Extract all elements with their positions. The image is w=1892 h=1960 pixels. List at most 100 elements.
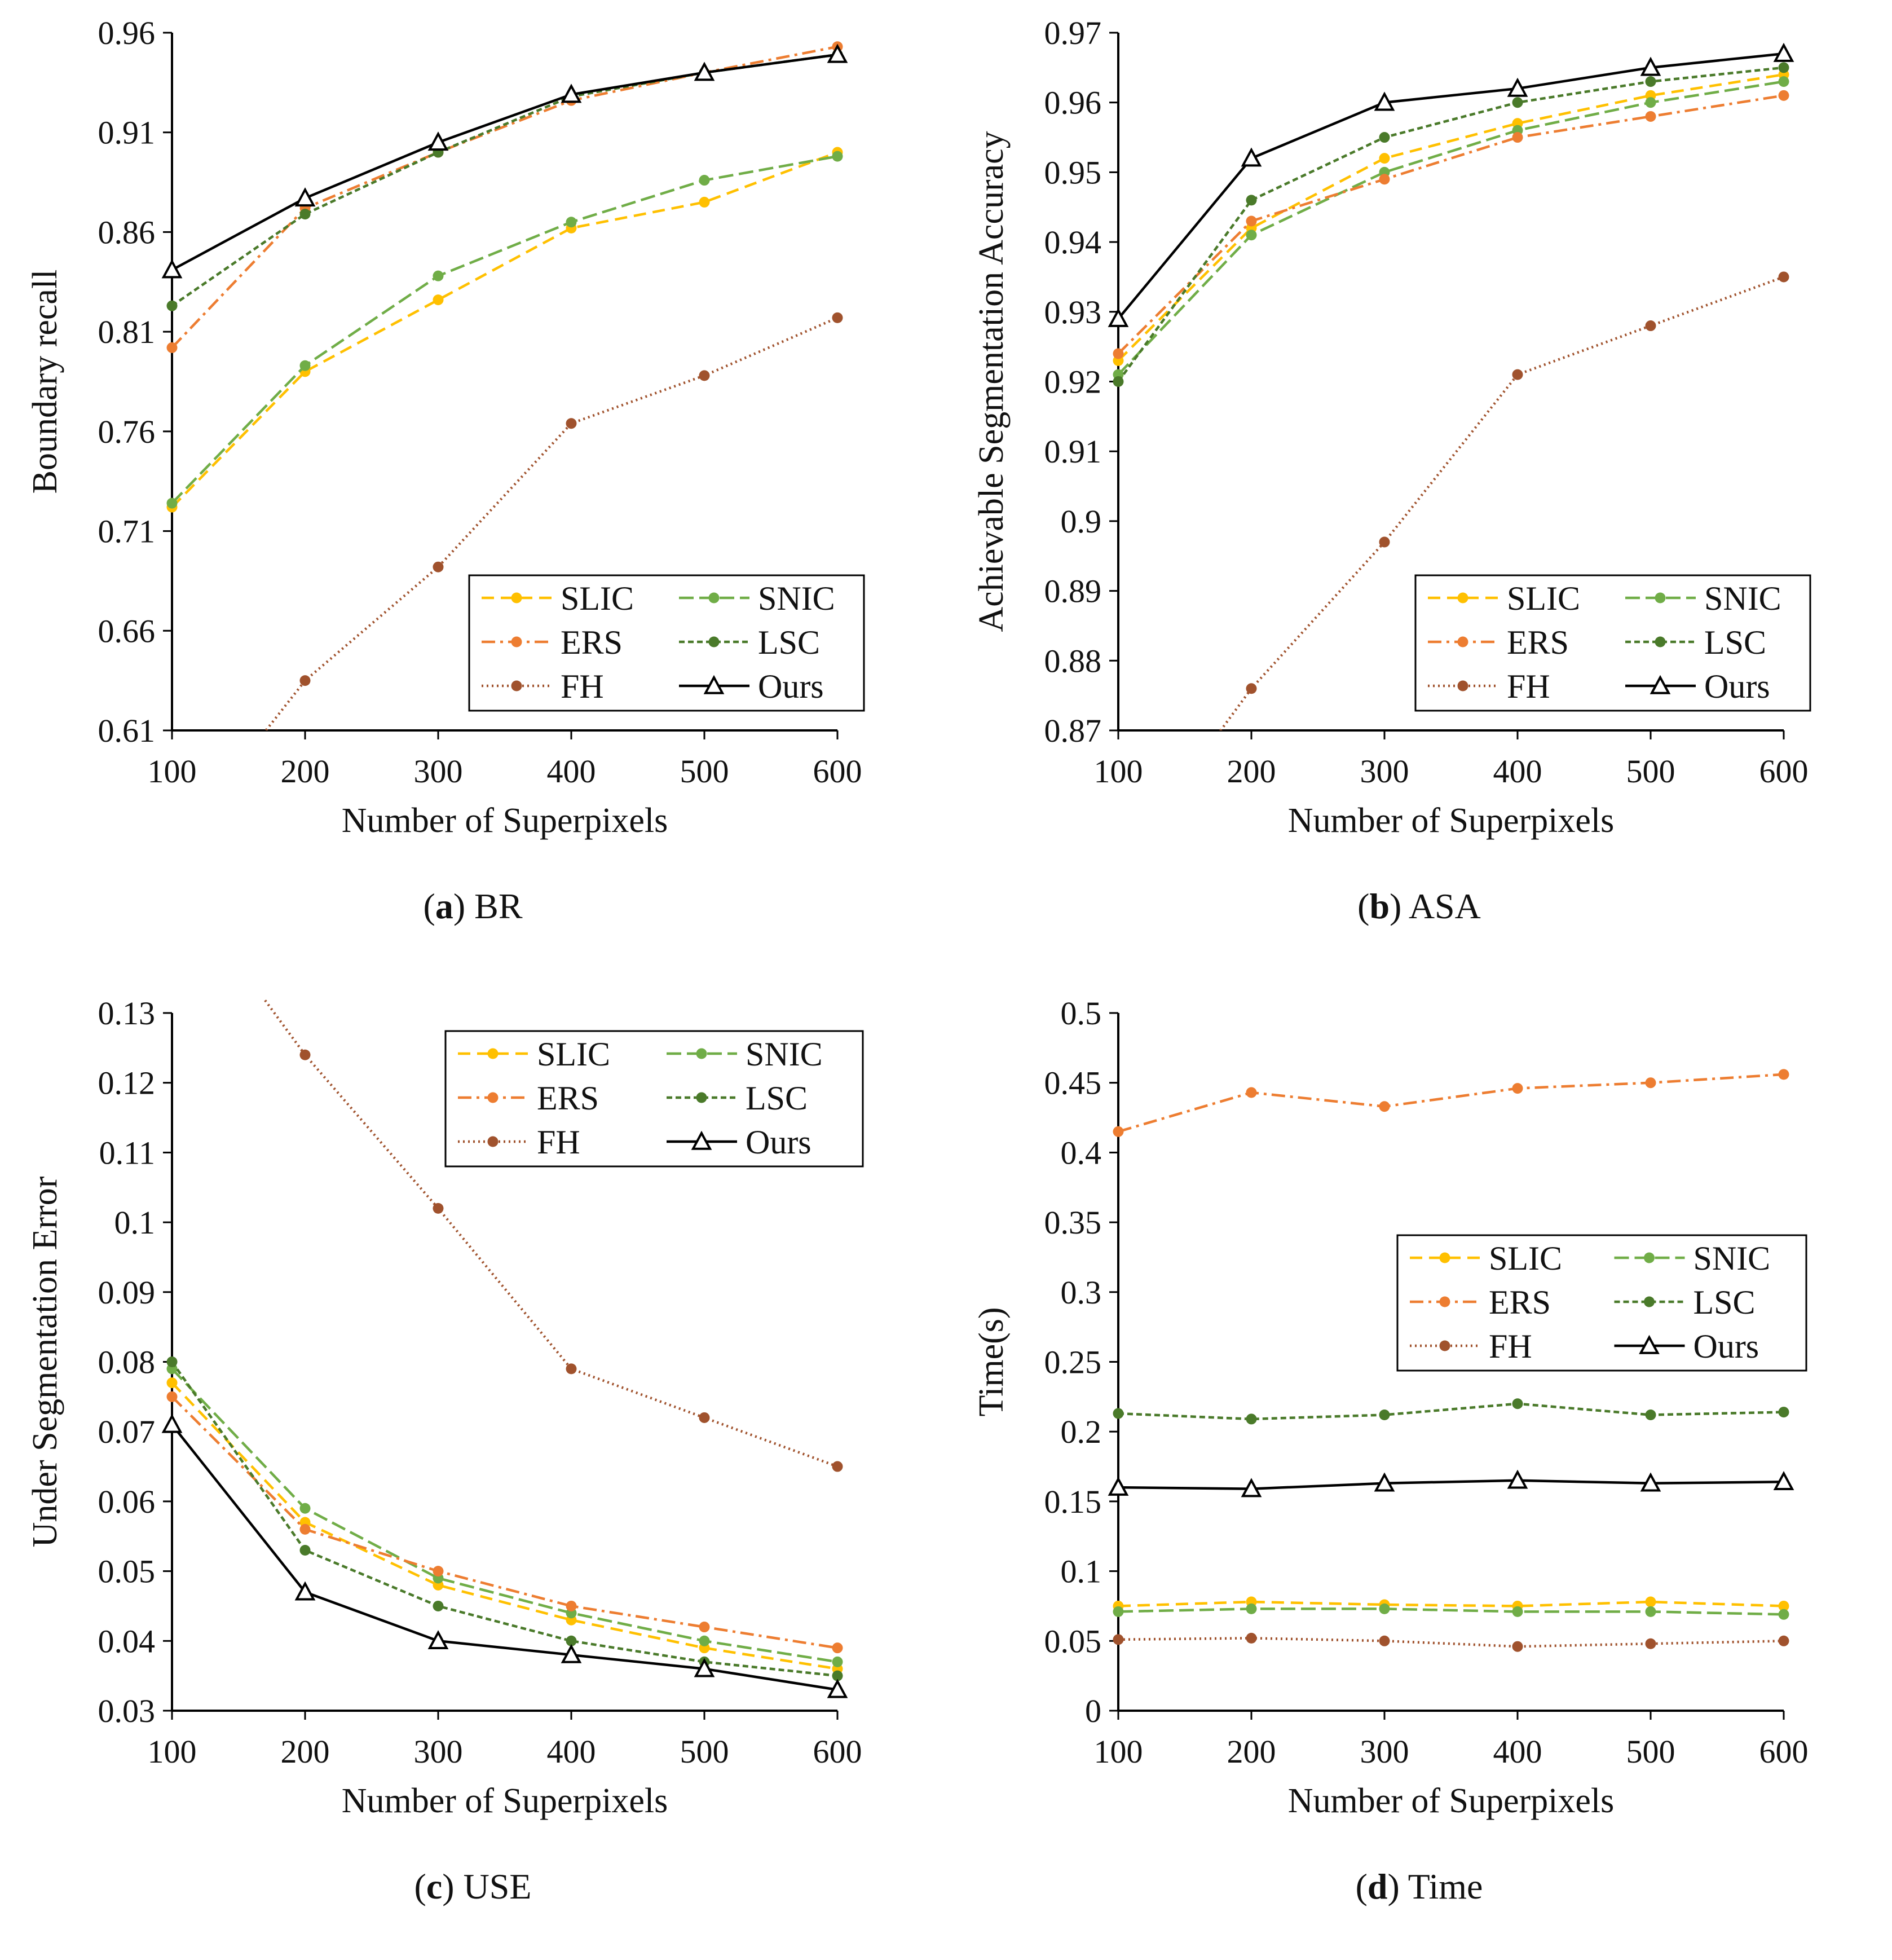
data-point-ers bbox=[1645, 111, 1656, 122]
legend-marker-ers bbox=[487, 1092, 499, 1103]
data-point-ours bbox=[294, 1581, 316, 1601]
data-point-ours bbox=[161, 1413, 183, 1433]
legend-label-ours: Ours bbox=[758, 668, 824, 705]
legend-label-lsc: LSC bbox=[1693, 1284, 1756, 1321]
data-point-ers bbox=[1246, 1087, 1257, 1098]
data-point-slic bbox=[699, 196, 710, 208]
legend-label-ers: ERS bbox=[537, 1080, 599, 1117]
data-point-ers bbox=[1512, 1083, 1523, 1094]
series-line-ours bbox=[1117, 52, 1784, 320]
legend-marker-ers bbox=[511, 636, 522, 648]
y-tick-label: 0.89 bbox=[1044, 573, 1102, 610]
data-point-fh bbox=[1113, 1634, 1124, 1645]
legend-marker-slic bbox=[1439, 1252, 1450, 1263]
data-point-snic bbox=[1645, 1606, 1656, 1617]
legend-marker-slic bbox=[511, 592, 522, 604]
data-point-ers bbox=[1645, 1077, 1656, 1089]
y-axis-label: Achievable Segmentation Accuracy bbox=[972, 131, 1011, 632]
series-line-lsc bbox=[171, 1361, 838, 1677]
legend-label-slic: SLIC bbox=[1489, 1240, 1562, 1277]
data-point-snic bbox=[1778, 1609, 1789, 1620]
data-point-slic bbox=[1645, 1596, 1656, 1607]
data-point-snic bbox=[1246, 1603, 1257, 1614]
x-tick-label: 100 bbox=[148, 1733, 197, 1770]
y-tick-label: 0 bbox=[1085, 1693, 1101, 1729]
data-point-ours bbox=[561, 1644, 582, 1663]
data-point-snic bbox=[566, 217, 577, 228]
caption-text: ASA bbox=[1401, 886, 1481, 926]
data-point-fh bbox=[699, 1412, 710, 1423]
data-point-fh bbox=[1246, 1632, 1257, 1644]
y-tick-label: 0.96 bbox=[1044, 85, 1102, 121]
data-point-lsc bbox=[1778, 62, 1789, 73]
legend-label-ours: Ours bbox=[746, 1124, 812, 1161]
data-point-lsc bbox=[1778, 1407, 1789, 1418]
plot-area bbox=[161, 999, 848, 1698]
data-point-lsc bbox=[299, 209, 311, 220]
data-point-ours bbox=[694, 1658, 715, 1677]
data-point-ours bbox=[294, 187, 316, 207]
series-line-ours bbox=[1118, 1479, 1784, 1490]
legend-marker-snic bbox=[708, 592, 720, 604]
series-line-lsc bbox=[1118, 1402, 1784, 1421]
y-tick-label: 0.4 bbox=[1061, 1134, 1102, 1171]
data-point-lsc bbox=[1512, 1398, 1523, 1410]
y-tick-label: 0.61 bbox=[98, 712, 156, 749]
data-point-lsc bbox=[1645, 76, 1656, 87]
x-tick-label: 100 bbox=[1094, 1733, 1143, 1770]
legend-marker-fh bbox=[1439, 1340, 1450, 1351]
series-line-ours bbox=[171, 53, 838, 271]
legend-label-slic: SLIC bbox=[561, 580, 634, 617]
legend-label-snic: SNIC bbox=[1693, 1240, 1771, 1277]
legend-label-snic: SNIC bbox=[758, 580, 835, 617]
data-point-ers bbox=[1778, 1069, 1789, 1080]
series-line-lsc bbox=[1117, 66, 1784, 382]
data-point-lsc bbox=[832, 1670, 843, 1681]
data-point-ers bbox=[566, 1600, 577, 1611]
y-tick-label: 0.66 bbox=[98, 613, 156, 649]
data-point-lsc bbox=[1113, 1408, 1124, 1419]
data-point-ours bbox=[827, 43, 848, 63]
legend-label-slic: SLIC bbox=[1507, 580, 1580, 617]
data-point-fh bbox=[1778, 271, 1789, 283]
data-point-ours bbox=[1507, 1469, 1528, 1489]
y-tick-label: 0.86 bbox=[98, 214, 156, 250]
y-tick-label: 0.96 bbox=[98, 15, 156, 51]
data-point-ours bbox=[1773, 1471, 1794, 1491]
legend-label-lsc: LSC bbox=[758, 624, 820, 661]
data-point-ers bbox=[166, 1391, 178, 1402]
legend-marker-fh bbox=[487, 1136, 499, 1147]
data-point-ers bbox=[1113, 1126, 1124, 1137]
legend-label-fh: FH bbox=[1507, 668, 1550, 705]
data-point-fh bbox=[1645, 320, 1656, 332]
x-axis-label: Number of Superpixels bbox=[1288, 801, 1615, 840]
y-tick-label: 0.3 bbox=[1061, 1274, 1102, 1311]
legend-label-snic: SNIC bbox=[1704, 580, 1781, 617]
data-point-slic bbox=[1778, 1600, 1789, 1611]
data-point-ers bbox=[433, 1566, 444, 1577]
data-point-lsc bbox=[1379, 1410, 1390, 1421]
series-line-ers bbox=[171, 45, 838, 349]
figure-caption: (b) ASA bbox=[1357, 886, 1481, 926]
data-point-ours bbox=[827, 1679, 848, 1698]
y-tick-label: 0.12 bbox=[98, 1065, 156, 1102]
data-point-lsc bbox=[299, 1544, 311, 1556]
y-tick-label: 0.71 bbox=[98, 513, 156, 550]
data-point-ers bbox=[1246, 215, 1257, 227]
plot-area bbox=[1108, 42, 1794, 730]
legend-marker-slic bbox=[1457, 592, 1468, 604]
x-tick-label: 200 bbox=[281, 753, 330, 790]
data-point-snic bbox=[699, 1635, 710, 1646]
data-point-fh bbox=[832, 312, 843, 323]
data-point-lsc bbox=[1379, 132, 1390, 143]
legend-marker-lsc bbox=[708, 636, 720, 648]
legend-label-fh: FH bbox=[561, 668, 604, 705]
data-point-fh bbox=[299, 1049, 311, 1060]
data-point-fh bbox=[1512, 369, 1523, 380]
data-point-ers bbox=[832, 1642, 843, 1654]
data-point-fh bbox=[299, 675, 311, 686]
legend-label-ours: Ours bbox=[1693, 1328, 1759, 1365]
legend-marker-ours bbox=[1650, 675, 1671, 694]
series-line-ers bbox=[171, 1395, 838, 1649]
data-point-fh bbox=[699, 370, 710, 381]
